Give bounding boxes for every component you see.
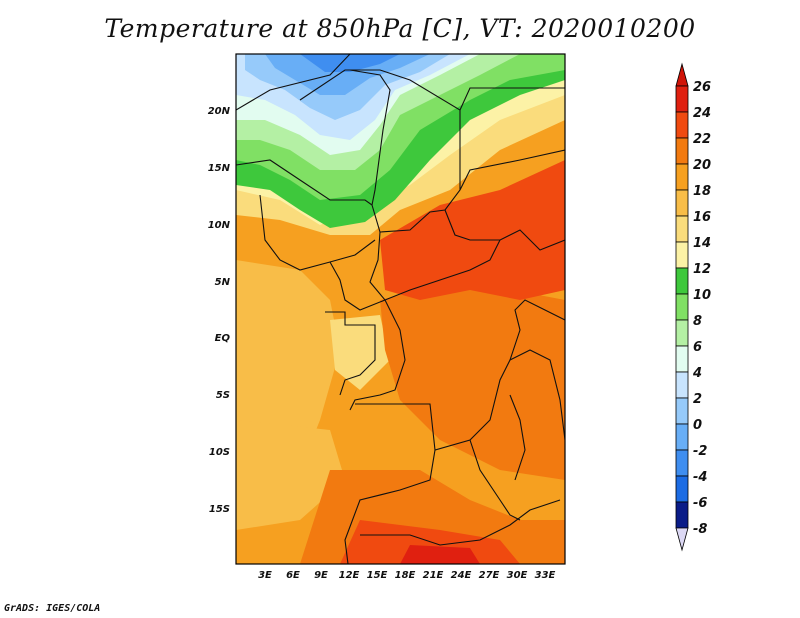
- colorbar-label: 20: [693, 158, 711, 173]
- colorbar-label: 2: [693, 392, 702, 407]
- colorbar-bottom-arrow: [675, 527, 689, 552]
- colorbar-segment: [675, 449, 689, 477]
- colorbar-label: 26: [693, 80, 711, 95]
- colorbar-segment: [675, 215, 689, 243]
- colorbar-label: 10: [693, 288, 711, 303]
- map-frame: [235, 53, 566, 565]
- lat-tick-5n: 5N: [215, 277, 231, 288]
- lon-tick-18e: 18E: [395, 570, 416, 581]
- colorbar-label: -4: [693, 470, 707, 485]
- lon-tick-27e: 27E: [479, 570, 500, 581]
- colorbar-label: 6: [693, 340, 702, 355]
- lat-tick-10n: 10N: [208, 220, 231, 231]
- lat-tick-10s: 10S: [209, 447, 230, 458]
- colorbar-segment: [675, 241, 689, 269]
- colorbar-label: 8: [693, 314, 702, 329]
- colorbar-segment: [675, 423, 689, 451]
- grads-credit: GrADS: IGES/COLA: [4, 603, 101, 614]
- colorbar-label: -8: [693, 522, 707, 537]
- lon-tick-15e: 15E: [367, 570, 388, 581]
- colorbar-segment: [675, 293, 689, 321]
- map-title: Temperature at 850hPa [C], VT: 202001020…: [104, 14, 696, 43]
- colorbar-segment: [675, 345, 689, 373]
- colorbar-segment: [675, 163, 689, 191]
- latitude-ticks: 20N 15N 10N 5N EQ 5S 10S 15S: [208, 106, 231, 515]
- lon-tick-21e: 21E: [423, 570, 444, 581]
- lat-tick-5s: 5S: [216, 390, 230, 401]
- lon-tick-24e: 24E: [451, 570, 472, 581]
- colorbar-label: 22: [693, 132, 711, 147]
- colorbar-segment: [675, 397, 689, 425]
- colorbar-label: 14: [693, 236, 711, 251]
- colorbar-segment: [675, 371, 689, 399]
- colorbar-segment: [675, 189, 689, 217]
- lon-tick-30e: 30E: [507, 570, 528, 581]
- colorbar-label: -6: [693, 496, 707, 511]
- lat-tick-20n: 20N: [208, 106, 231, 117]
- colorbar-segment: [675, 111, 689, 139]
- colorbar-label: 4: [692, 366, 702, 381]
- colorbar-segment: [675, 137, 689, 165]
- lon-tick-33e: 33E: [535, 570, 556, 581]
- colorbar-label: 24: [693, 106, 711, 121]
- colorbar-segment: [675, 501, 689, 529]
- colorbar-label: 0: [693, 418, 702, 433]
- temperature-field: [236, 54, 565, 564]
- lon-tick-12e: 12E: [339, 570, 360, 581]
- colorbar-label: -2: [693, 444, 707, 459]
- colorbar-segment: [675, 267, 689, 295]
- colorbar-label: 16: [693, 210, 711, 225]
- lat-tick-eq: EQ: [215, 333, 231, 344]
- colorbar-label: 12: [693, 262, 711, 277]
- colorbar-segment: [675, 319, 689, 347]
- lon-tick-3e: 3E: [258, 570, 272, 581]
- lat-tick-15n: 15N: [208, 163, 231, 174]
- colorbar-segment: [675, 475, 689, 503]
- lon-tick-9e: 9E: [314, 570, 328, 581]
- longitude-ticks: 3E 6E 9E 12E 15E 18E 21E 24E 27E 30E 33E: [258, 570, 555, 581]
- lat-tick-15s: 15S: [209, 504, 230, 515]
- colorbar-top-arrow: [675, 62, 689, 87]
- lon-tick-6e: 6E: [286, 570, 300, 581]
- country-borders: [236, 54, 565, 564]
- colorbar-label: 18: [693, 184, 711, 199]
- colorbar-segment: [675, 85, 689, 113]
